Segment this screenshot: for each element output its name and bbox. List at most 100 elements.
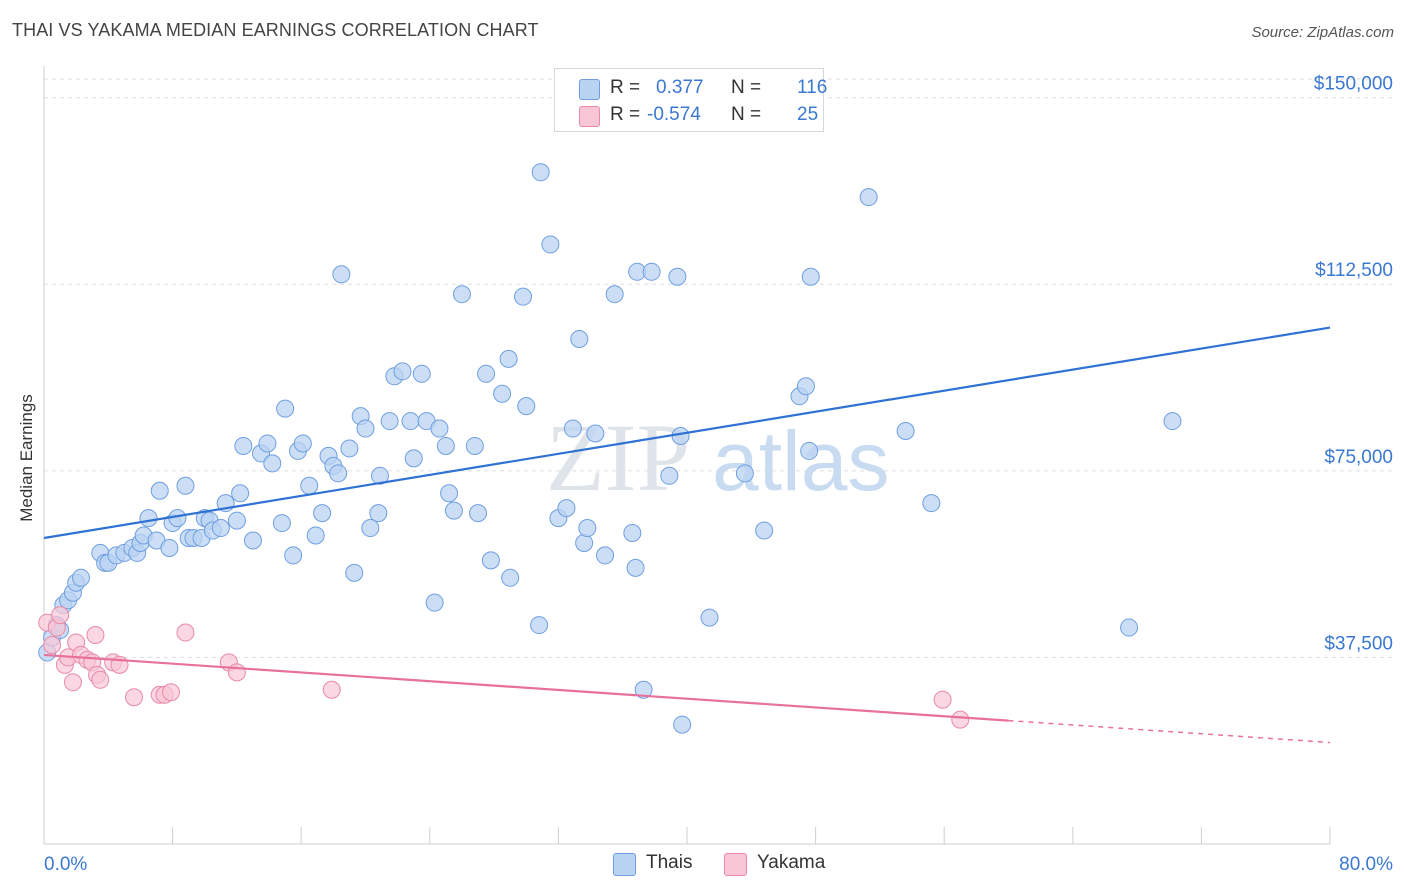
x-tick-label: 0.0% (44, 854, 87, 875)
yakama-point (951, 710, 970, 729)
thais-point (444, 501, 463, 520)
thais-point (139, 509, 158, 528)
thais-point (530, 616, 549, 635)
legend-swatch-yakama (579, 106, 600, 127)
thais-point (859, 188, 878, 207)
yakama-point (176, 623, 195, 642)
thais-point (263, 454, 282, 473)
y-tick-label: $112,500 (1315, 260, 1393, 281)
watermark-atlas: atlas (712, 414, 889, 508)
thais-point (671, 427, 690, 445)
yakama-trend-line (43, 653, 1009, 722)
thais-point (578, 519, 597, 538)
thais-point (499, 349, 518, 368)
yakama-point (933, 690, 952, 709)
thais-point (514, 287, 533, 306)
thais-point (329, 464, 348, 483)
legend-r-label: R = (610, 77, 641, 98)
thais-point (176, 476, 195, 495)
thais-point (361, 519, 380, 538)
thais-point (493, 384, 512, 403)
thais-point (404, 449, 423, 468)
thais-point (306, 526, 325, 545)
y-tick-label: $37,500 (1324, 633, 1393, 654)
thais-point (634, 680, 653, 699)
watermark-zip: ZIP (546, 404, 690, 511)
y-tick-label: $150,000 (1314, 74, 1393, 95)
source-label: Source: ZipAtlas.com (1251, 24, 1394, 41)
thais-point (477, 364, 496, 383)
thais-point (796, 377, 815, 396)
x-tick-label: 80.0% (1339, 854, 1393, 875)
thais-point (71, 568, 90, 587)
thais-point (258, 434, 277, 453)
thais-point (800, 441, 819, 460)
thais-point (345, 563, 364, 582)
thais-point (596, 546, 615, 565)
thais-point (541, 235, 560, 254)
yakama-point (322, 680, 341, 699)
bottom-legend-swatch-thais (613, 853, 636, 876)
thais-point (570, 329, 589, 348)
thais-point (531, 163, 550, 182)
thais-point (517, 397, 536, 416)
thais-point (272, 514, 291, 533)
thais-point (440, 484, 459, 503)
stats-legend: R = 0.377 N = 116 R = -0.574 N = 25 (554, 68, 827, 132)
thais-point (160, 538, 179, 557)
legend-r-value: -0.574 (647, 104, 701, 125)
thais-point (380, 412, 399, 431)
thais-point (293, 434, 312, 453)
thais-point (356, 419, 375, 438)
thais-point (425, 593, 444, 612)
thais-trend-line (43, 326, 1331, 540)
yakama-point (161, 683, 180, 702)
y-tick-label: $75,000 (1324, 447, 1393, 468)
legend-r-value: 0.377 (656, 77, 704, 98)
thais-point (313, 504, 332, 523)
thais-point (557, 499, 576, 518)
thais-point (300, 476, 319, 495)
legend-n-label: N = (731, 104, 762, 125)
thais-point (501, 568, 520, 587)
thais-point (243, 531, 262, 550)
bottom-legend-swatch-yakama (724, 853, 747, 876)
y-axis-label: Median Earnings (17, 394, 36, 522)
thais-point (586, 424, 605, 443)
thais-point (481, 551, 500, 570)
legend-n-label: N = (731, 77, 762, 98)
thais-point (401, 412, 420, 431)
yakama-point (91, 670, 110, 689)
thais-point (623, 524, 642, 543)
yakama-point (43, 635, 62, 654)
chart-title: THAI VS YAKAMA MEDIAN EARNINGS CORRELATI… (12, 20, 539, 40)
yakama-point (51, 606, 70, 625)
thais-point (276, 399, 295, 418)
thais-point (211, 519, 230, 538)
bottom-legend-label-yakama: Yakama (757, 852, 826, 873)
thais-point (668, 267, 687, 286)
thais-point (575, 533, 594, 552)
thais-point (430, 419, 449, 438)
thais-point (369, 504, 388, 523)
thais-point (412, 364, 431, 383)
thais-point (393, 362, 412, 381)
thais-point (896, 422, 915, 441)
thais-point (284, 546, 303, 565)
thais-point (700, 608, 719, 627)
yakama-point (86, 626, 105, 645)
thais-point (234, 436, 253, 455)
yakama-trend-extension (1008, 719, 1331, 744)
thais-point (452, 285, 471, 304)
thais-point (1163, 412, 1182, 431)
thais-point (469, 504, 488, 523)
legend-r-label: R = (610, 104, 641, 125)
thais-point (150, 481, 169, 500)
thais-point (436, 436, 455, 455)
thais-point (605, 285, 624, 304)
thais-point (227, 511, 246, 530)
thais-point (642, 262, 661, 281)
thais-point (660, 466, 679, 485)
yakama-point (227, 663, 246, 682)
thais-point (231, 484, 250, 503)
